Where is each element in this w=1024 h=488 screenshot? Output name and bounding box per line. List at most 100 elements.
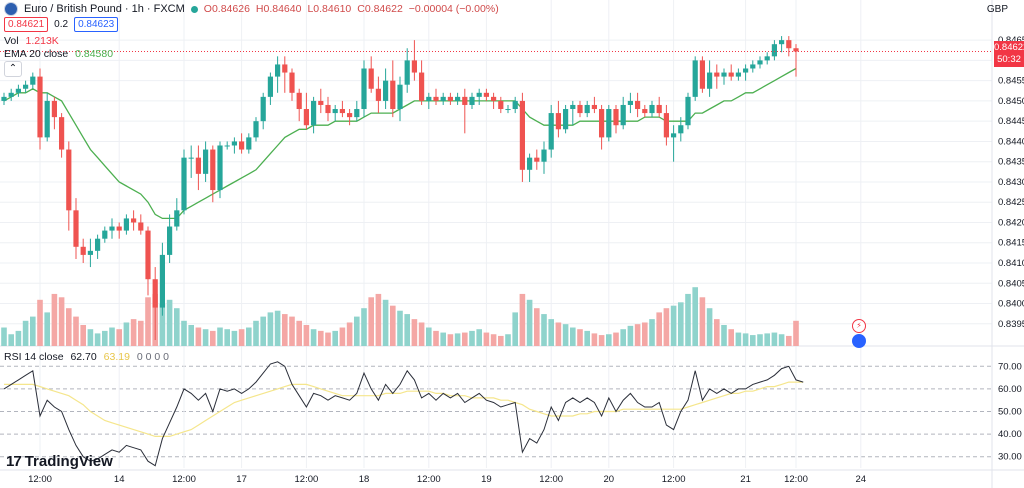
candle-body bbox=[354, 109, 360, 118]
volume-bar bbox=[426, 327, 432, 346]
volume-bar bbox=[116, 329, 122, 346]
dividend-icon[interactable] bbox=[852, 334, 866, 348]
candle-body bbox=[771, 44, 777, 57]
time-axis-label: 20 bbox=[604, 474, 615, 485]
candle-body bbox=[649, 104, 655, 114]
volume-bar bbox=[66, 308, 72, 346]
candle-body bbox=[296, 92, 302, 110]
volume-bar bbox=[145, 297, 151, 346]
time-axis-label: 18 bbox=[359, 474, 370, 485]
candle-body bbox=[1, 96, 7, 101]
candle-body bbox=[678, 125, 684, 134]
candle-body bbox=[505, 109, 511, 111]
ohlc-low: L0.84610 bbox=[307, 3, 352, 15]
candle-body bbox=[519, 100, 525, 170]
volume-bar bbox=[577, 329, 583, 346]
lightning-icon[interactable]: ⚡ bbox=[852, 319, 866, 333]
volume-bar bbox=[642, 322, 648, 346]
time-axis-label: 24 bbox=[856, 474, 867, 485]
candle-body bbox=[73, 210, 79, 247]
time-axis-label: 17 bbox=[236, 474, 247, 485]
volume-bar bbox=[469, 330, 475, 346]
volume-bar bbox=[685, 293, 691, 346]
currency-label[interactable]: GBP bbox=[986, 4, 1008, 15]
tradingview-logo-mark: 17 bbox=[6, 453, 22, 470]
time-axis-label: 12:00 bbox=[539, 474, 563, 485]
volume-bar bbox=[80, 325, 86, 346]
volume-bar bbox=[22, 320, 29, 346]
volume-bar bbox=[289, 316, 295, 346]
volume-bar bbox=[1, 327, 7, 346]
candle-body bbox=[275, 64, 281, 77]
candle-body bbox=[541, 149, 547, 162]
volume-bar bbox=[210, 330, 216, 346]
volume-bar bbox=[490, 334, 497, 346]
price-axis-label: 0.84300 bbox=[998, 177, 1024, 188]
volume-bar bbox=[584, 330, 590, 346]
collapse-legend-button[interactable]: ⌃ bbox=[4, 61, 22, 77]
volume-bar bbox=[519, 293, 526, 346]
candle-body bbox=[419, 72, 425, 101]
volume-bar bbox=[166, 299, 173, 346]
time-axis-label: 12:00 bbox=[172, 474, 196, 485]
volume-bar bbox=[188, 325, 194, 346]
volume-bar bbox=[454, 333, 461, 346]
volume-bar bbox=[346, 322, 353, 346]
bid-ask-row: 0.84621 0.2 0.84623 bbox=[4, 17, 119, 32]
candle-body bbox=[620, 104, 626, 126]
candle-body bbox=[339, 109, 345, 114]
candle-body bbox=[123, 218, 129, 231]
tradingview-logo[interactable]: 17 TradingView bbox=[6, 453, 113, 470]
candle-body bbox=[527, 157, 533, 170]
candle-body bbox=[231, 141, 237, 146]
volume-bar bbox=[354, 316, 360, 346]
candle-body bbox=[203, 149, 209, 174]
volume-bar bbox=[505, 334, 511, 346]
candle-body bbox=[318, 100, 324, 105]
volume-bar bbox=[310, 329, 317, 346]
candle-body bbox=[498, 100, 504, 110]
symbol-title[interactable]: Euro / British Pound · 1h · FXCM bbox=[24, 3, 185, 15]
candle-body bbox=[757, 60, 763, 65]
volume-legend[interactable]: Vol 1.213K bbox=[4, 35, 59, 47]
price-axis-label: 0.84150 bbox=[998, 238, 1024, 249]
volume-bar bbox=[296, 320, 302, 346]
tradingview-logo-text: TradingView bbox=[24, 453, 113, 470]
candle-body bbox=[138, 222, 144, 231]
ema-legend[interactable]: EMA 20 close 0.84580 bbox=[4, 48, 113, 60]
candle-body bbox=[311, 100, 317, 126]
candle-body bbox=[15, 88, 21, 93]
candle-body bbox=[512, 100, 518, 110]
candle-body bbox=[167, 226, 173, 255]
buy-price-button[interactable]: 0.84623 bbox=[74, 17, 119, 32]
volume-bar bbox=[339, 327, 346, 346]
last-price-value: 0.84622 bbox=[994, 42, 1024, 53]
volume-bar bbox=[440, 332, 446, 346]
candle-body bbox=[764, 56, 770, 61]
candle-body bbox=[131, 218, 137, 223]
volume-bar bbox=[541, 314, 547, 346]
volume-bar bbox=[260, 316, 266, 346]
rsi-legend[interactable]: RSI 14 close 62.70 63.19 0 0 0 0 bbox=[4, 351, 169, 363]
volume-bar bbox=[181, 320, 187, 346]
volume-bar bbox=[123, 322, 130, 346]
market-status-icon bbox=[190, 5, 198, 13]
candle-body bbox=[174, 210, 180, 227]
sell-price-button[interactable]: 0.84621 bbox=[4, 17, 49, 32]
volume-bar bbox=[94, 333, 101, 346]
candle-body bbox=[606, 109, 612, 138]
volume-bar bbox=[202, 329, 209, 346]
candle-body bbox=[282, 64, 288, 73]
candle-body bbox=[8, 92, 14, 97]
candle-body bbox=[325, 104, 331, 114]
price-axis-label: 0.84250 bbox=[998, 197, 1024, 208]
candle-body bbox=[23, 84, 29, 89]
volume-bar bbox=[476, 329, 482, 346]
symbol-header: Euro / British Pound · 1h · FXCM O0.8462… bbox=[4, 2, 499, 16]
candle-body bbox=[181, 157, 187, 211]
candle-body bbox=[368, 68, 374, 89]
volume-bar bbox=[418, 322, 425, 346]
ohlc-close: C0.84622 bbox=[357, 3, 403, 15]
volume-bar bbox=[620, 329, 626, 346]
